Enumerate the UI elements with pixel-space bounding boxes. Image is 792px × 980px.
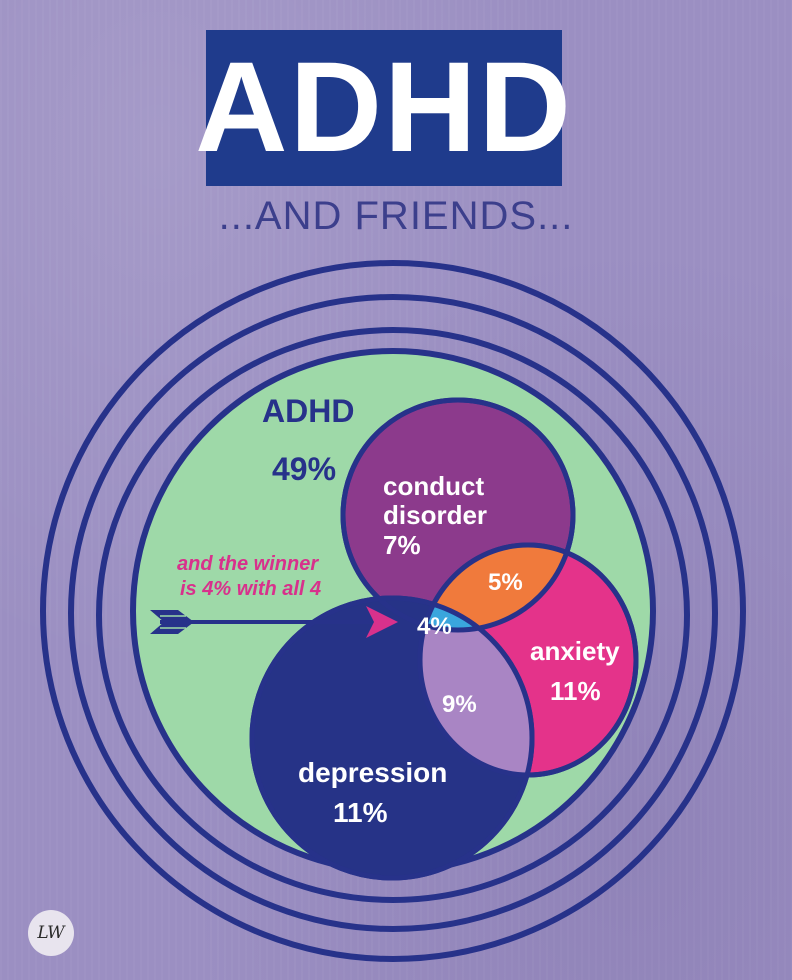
anxiety-value: 11% <box>550 676 601 706</box>
overlap-conduct-anxiety <box>420 545 573 630</box>
depression-value: 11% <box>333 797 388 828</box>
annotation-line1: and the winner <box>177 553 319 575</box>
circle-outlines <box>249 397 639 881</box>
depression-label: depression <box>298 757 447 788</box>
ring-2 <box>68 294 718 932</box>
annotation-line2: is 4% with all 4 <box>180 578 321 600</box>
conduct-label-line2: disorder <box>383 500 487 530</box>
signature-text: LW <box>37 923 65 943</box>
adhd-label: ADHD <box>262 393 354 429</box>
page-title: ADHD <box>195 36 573 179</box>
anxiety-label: anxiety <box>530 636 620 666</box>
overlap-conduct-anxiety-value: 5% <box>488 569 523 596</box>
title-box: ADHD <box>195 30 571 186</box>
conduct-label-line1: conduct <box>383 471 484 501</box>
arrow-icon <box>150 606 398 638</box>
conduct-value: 7% <box>383 530 421 560</box>
adhd-value: 49% <box>272 451 336 487</box>
page-subtitle: ...AND FRIENDS... <box>218 194 574 238</box>
overlap-all-value: 4% <box>417 613 452 640</box>
ring-1 <box>40 260 746 962</box>
overlap-depression-anxiety-value: 9% <box>442 691 477 718</box>
signature-logo: LW <box>28 910 74 956</box>
outer-rings <box>40 260 746 962</box>
ring-3 <box>96 327 690 903</box>
